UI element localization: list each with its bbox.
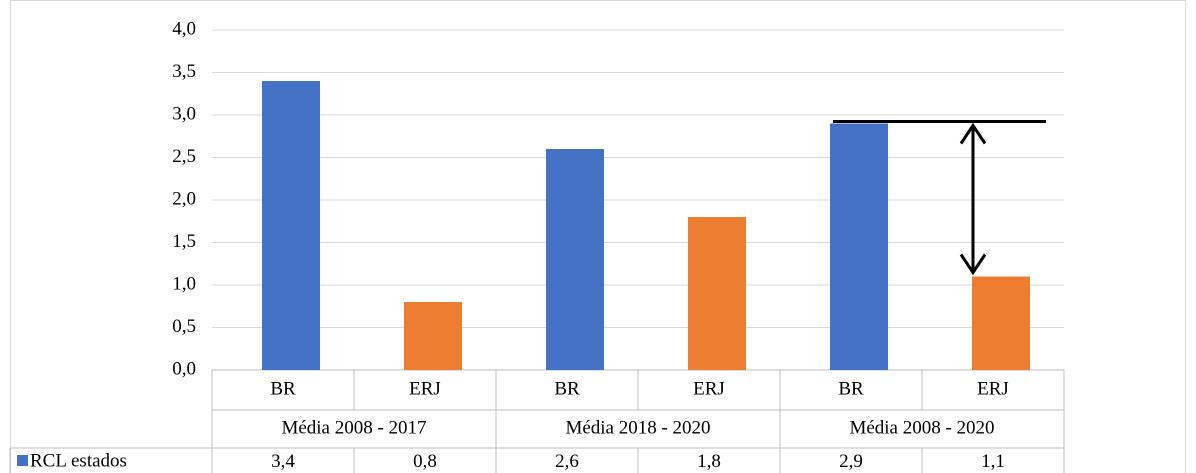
data-table-value: 1,1 [981,451,1005,472]
x-tick-label: BR [838,378,864,399]
bar [688,217,746,370]
chart-border [10,0,1186,473]
x-tick-label: BR [554,378,580,399]
y-tick-label: 2,5 [172,146,196,167]
legend-label: RCL estados [30,450,127,471]
group-label: Média 2008 - 2020 [849,417,994,438]
x-tick-label: ERJ [977,378,1009,399]
bar [404,302,462,370]
bar [546,149,604,370]
y-tick-label: 0,5 [172,316,196,337]
legend-swatch [17,455,28,466]
group-label: Média 2008 - 2017 [281,417,426,438]
y-tick-label: 1,0 [172,273,196,294]
bar [262,81,320,370]
x-tick-label: ERJ [409,378,441,399]
bar [830,123,888,370]
data-table-value: 2,9 [839,451,863,472]
y-tick-label: 3,0 [172,103,196,124]
bar [972,276,1030,370]
x-tick-label: BR [270,378,296,399]
y-tick-label: 0,0 [172,358,196,379]
data-table-value: 3,4 [271,451,295,472]
arrow-head [959,122,987,145]
data-table-value: 0,8 [413,451,437,472]
x-tick-label: ERJ [693,378,725,399]
y-tick-label: 1,5 [172,231,196,252]
data-table-value: 1,8 [697,451,721,472]
data-table-value: 2,6 [555,451,579,472]
arrow-head [959,253,987,276]
y-tick-label: 2,0 [172,188,196,209]
group-label: Média 2018 - 2020 [565,417,710,438]
y-tick-label: 4,0 [172,18,196,39]
y-tick-label: 3,5 [172,61,196,82]
